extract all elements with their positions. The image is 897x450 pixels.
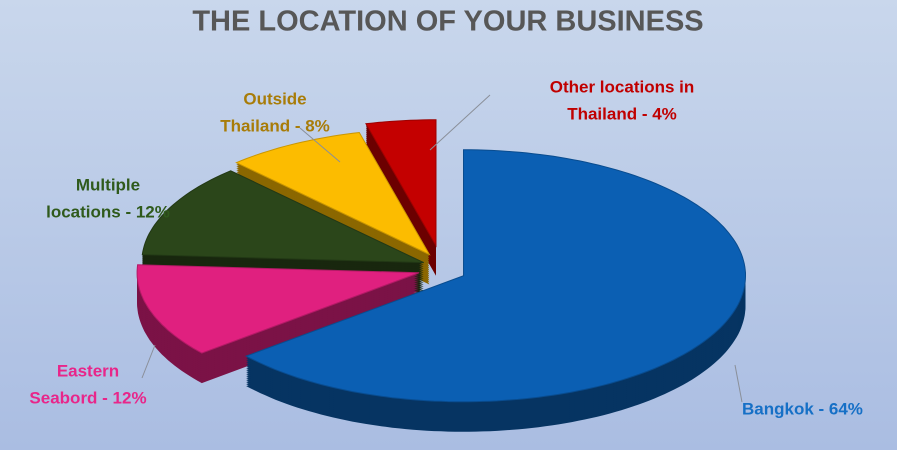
leader-line xyxy=(429,94,491,151)
slice-top xyxy=(141,170,424,264)
data-label: Bangkok - 64% xyxy=(742,399,863,418)
slice-top xyxy=(235,131,431,256)
data-label: locations - 12% xyxy=(46,202,170,221)
slice-top xyxy=(136,264,420,354)
data-label: Seabord - 12% xyxy=(29,388,146,407)
data-label: Multiple xyxy=(76,175,140,194)
data-label: Outside xyxy=(243,89,306,108)
data-label: Other locations in xyxy=(550,77,695,96)
labels: Bangkok - 64% Eastern Seabord - 12% Multipl… xyxy=(29,77,863,418)
data-label: Thailand - 8% xyxy=(220,116,330,135)
data-label: Thailand - 4% xyxy=(567,104,677,123)
leader-line xyxy=(299,127,341,163)
pie-slice xyxy=(136,264,420,384)
data-label: Eastern xyxy=(57,361,119,380)
leader-line xyxy=(141,344,156,379)
pie-slice xyxy=(244,149,746,432)
leader-line xyxy=(734,364,743,403)
slice-top xyxy=(365,119,437,248)
chart-title: THE LOCATION OF YOUR BUSINESS xyxy=(192,6,703,38)
slice-top xyxy=(244,149,746,403)
pie xyxy=(136,119,746,432)
pie-slice xyxy=(141,170,424,293)
pie-slice xyxy=(365,119,437,276)
